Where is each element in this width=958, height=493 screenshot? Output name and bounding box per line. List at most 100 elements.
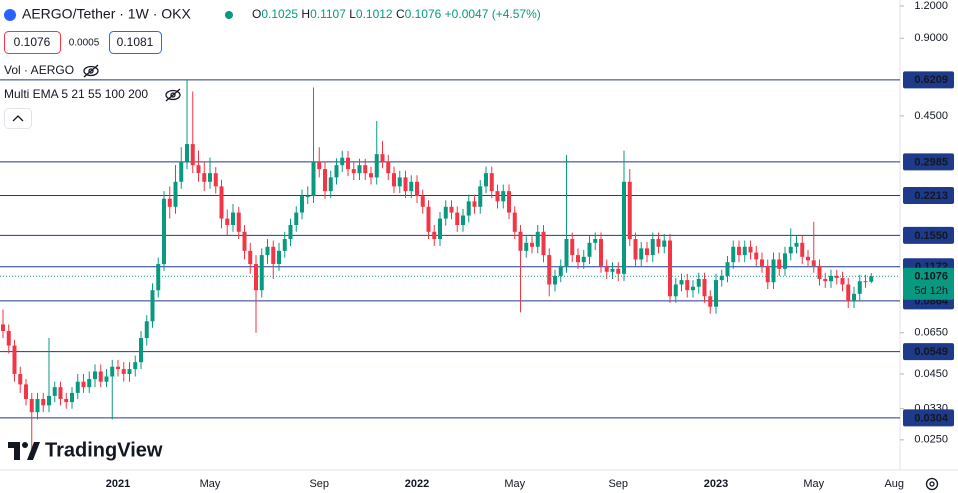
symbol-icon — [4, 9, 16, 21]
logo — [8, 442, 40, 460]
candle-body — [466, 201, 471, 216]
candle-body — [219, 186, 224, 219]
hidden-eye-icon[interactable] — [83, 64, 99, 78]
candle-body — [98, 371, 103, 382]
ask[interactable]: 0.1081 — [117, 35, 154, 49]
candle-body — [300, 196, 304, 213]
x-tick-label: 2022 — [405, 478, 429, 490]
sell-button[interactable] — [4, 31, 61, 54]
candle-body — [714, 280, 718, 307]
candle-body — [265, 246, 270, 256]
candle-body — [754, 252, 759, 260]
candle-body — [24, 384, 28, 399]
candle-body — [760, 259, 764, 266]
indicator-volume[interactable]: Vol · AERGO — [4, 63, 74, 77]
candle-body — [282, 239, 287, 251]
candle-body — [392, 173, 396, 187]
y-tick-label: 0.0250 — [914, 434, 948, 446]
candle-body — [75, 381, 80, 393]
buy-button[interactable] — [109, 31, 162, 54]
candle-body — [823, 279, 828, 282]
level-label: 0.2213 — [914, 190, 948, 202]
candle-body — [167, 198, 172, 207]
candle-body — [311, 161, 316, 197]
candle-body — [6, 331, 11, 346]
last-price-bg — [903, 267, 954, 300]
candle-body — [742, 246, 747, 256]
indicator-ema[interactable]: Multi EMA 5 21 55 100 200 — [4, 87, 148, 101]
candle-body — [403, 177, 408, 192]
candle-body — [1, 324, 5, 332]
candle-body — [213, 173, 218, 187]
hidden-eye-icon[interactable] — [165, 88, 181, 102]
candle-body — [58, 387, 63, 399]
candle-body — [696, 279, 701, 287]
candle-body — [679, 280, 684, 285]
symbol[interactable]: AERGO/Tether · 1W · OKX — [22, 6, 191, 22]
candle-body — [535, 231, 540, 247]
candle-body — [340, 157, 345, 166]
candle-body — [834, 275, 839, 278]
candle-body — [196, 165, 201, 174]
candle-body — [104, 376, 109, 382]
candle-body — [685, 280, 690, 291]
x-tick-label: Sep — [309, 478, 329, 490]
settings-icon[interactable] — [925, 477, 939, 491]
candle-body — [81, 381, 86, 388]
candle-body — [725, 262, 730, 276]
level-label-bg — [903, 71, 954, 89]
candle-body — [150, 290, 155, 322]
candle-body — [271, 246, 276, 265]
level-label-bg — [903, 186, 954, 204]
candle-body — [610, 268, 615, 272]
candle-body — [254, 264, 258, 291]
candle-body — [662, 240, 667, 247]
y-tick-label: 0.0650 — [914, 327, 948, 339]
candle-body — [225, 218, 230, 226]
candle-body — [328, 177, 333, 192]
candle-body — [317, 161, 322, 170]
candle-body — [622, 181, 626, 274]
candle-body — [484, 173, 488, 187]
candle-body — [93, 371, 97, 380]
bid[interactable]: 0.1076 — [14, 35, 51, 49]
candle-body — [443, 206, 448, 219]
candle-body — [18, 373, 23, 385]
candle-body — [599, 239, 603, 266]
candle-body — [829, 275, 833, 282]
candle-body — [857, 281, 862, 294]
candle-body — [765, 265, 770, 283]
ohlc-legend: O0.1025 H0.1107 L0.1012 C0.1076 +0.0047 … — [252, 7, 541, 21]
candle-body — [52, 387, 57, 396]
candle-body — [426, 206, 431, 232]
candle-body — [87, 379, 92, 388]
candle-body — [558, 265, 563, 276]
level-label: 0.2985 — [914, 156, 948, 168]
candle-body — [576, 255, 580, 263]
candle-body — [380, 154, 385, 162]
candle-body — [524, 242, 529, 251]
candle-body — [455, 212, 460, 226]
candle-body — [202, 173, 207, 182]
candle-body — [708, 296, 713, 307]
candle-body — [478, 186, 483, 207]
candle-body — [748, 246, 753, 253]
candle-body — [190, 144, 195, 166]
candle-body — [840, 277, 845, 285]
candle-body — [242, 231, 247, 251]
candle-body — [415, 181, 419, 197]
x-tick-label: May — [803, 478, 824, 490]
level-label-bg — [903, 153, 954, 171]
candle-body — [811, 260, 816, 266]
candle-body — [656, 239, 661, 247]
candle-body — [397, 177, 402, 187]
candle-body — [461, 215, 465, 226]
candle-body — [420, 196, 425, 207]
candle-body — [288, 225, 293, 240]
level-label-bg — [903, 226, 954, 244]
candle-body — [409, 181, 414, 192]
y-tick-label: 0.0450 — [914, 368, 948, 380]
collapse-button[interactable] — [4, 108, 32, 129]
candle-body — [564, 239, 569, 266]
